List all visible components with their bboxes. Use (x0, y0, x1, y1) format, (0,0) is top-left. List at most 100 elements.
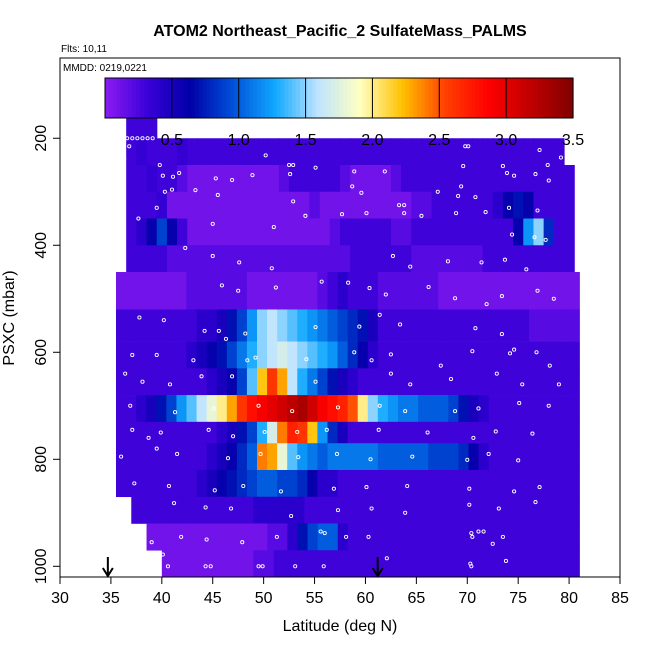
colorbar-swatch (276, 78, 282, 118)
heatmap-cell (421, 165, 433, 193)
heatmap-cell (166, 245, 178, 273)
colorbar-swatch (225, 78, 231, 118)
sample-point (208, 564, 213, 569)
heatmap-cell (226, 395, 238, 423)
sample-point (140, 379, 145, 384)
heatmap-cell (192, 496, 204, 524)
y-tick-label: 600 (33, 339, 50, 366)
colorbar-swatch (144, 78, 149, 118)
heatmap-cell (297, 421, 308, 444)
heatmap-cell (436, 550, 448, 577)
heatmap-cell (502, 138, 514, 166)
heatmap-cell (377, 421, 389, 444)
colorbar-swatch (108, 78, 114, 118)
heatmap-cell (538, 421, 550, 444)
heatmap-cell (488, 395, 500, 423)
sample-point (135, 136, 140, 141)
heatmap-cell (340, 245, 351, 273)
sample-point (154, 446, 159, 451)
colorbar-swatch (495, 78, 500, 118)
heatmap-cell (569, 523, 580, 551)
heatmap-cell (176, 272, 188, 310)
heatmap-cell (206, 523, 218, 551)
heatmap-cell (176, 523, 188, 551)
heatmap-cell (176, 469, 188, 498)
heatmap-cell (216, 272, 228, 310)
sample-point (546, 403, 551, 408)
heatmap-cell (421, 191, 433, 219)
heatmap-cell (216, 443, 228, 471)
x-tick-label: 45 (204, 590, 222, 607)
heatmap-cell (472, 191, 484, 219)
sample-point (313, 165, 318, 170)
colorbar-swatch (335, 78, 340, 118)
heatmap-cell (216, 395, 228, 423)
sample-point (324, 427, 329, 432)
heatmap-cell (448, 341, 460, 369)
sample-point (368, 457, 373, 462)
colorbar-swatch (358, 78, 363, 118)
sample-point (318, 529, 323, 534)
heatmap-cell (367, 395, 379, 423)
heatmap-cell (146, 245, 158, 273)
x-tick-label: 40 (153, 590, 171, 607)
heatmap-cell (126, 218, 137, 246)
sample-point (543, 237, 548, 242)
sample-point (293, 564, 298, 569)
heatmap-cell (528, 395, 540, 423)
heatmap-cell (258, 191, 270, 219)
heatmap-cell (488, 421, 500, 444)
sample-point (296, 455, 301, 460)
colorbar-swatch (229, 78, 235, 118)
heatmap-cell (207, 218, 219, 246)
heatmap-cell (268, 165, 280, 193)
heatmap-cell (156, 165, 168, 193)
heatmap-cell (458, 421, 470, 444)
heatmap-cell (549, 469, 560, 498)
heatmap-cell (458, 309, 470, 342)
heatmap-cell (238, 218, 249, 246)
heatmap-cell (233, 550, 244, 577)
heatmap-cell (498, 469, 510, 498)
heatmap-cell (268, 191, 280, 219)
heatmap-cell (502, 218, 514, 246)
heatmap-cell (278, 165, 290, 193)
colorbar-swatch (561, 78, 566, 118)
heatmap-cell (324, 496, 336, 524)
heatmap-cell (406, 550, 417, 577)
colorbar-swatch (249, 78, 254, 118)
heatmap-cell (523, 138, 535, 166)
heatmap-cell (350, 245, 361, 273)
colorbar-ticks: 0.5 1.0 1.5 2.0 2.5 3.0 3.5 (161, 78, 584, 149)
heatmap-cell (136, 218, 148, 246)
x-tick-label: 30 (51, 590, 69, 607)
heatmap-cell (569, 496, 580, 524)
heatmap-cell (472, 245, 484, 273)
colorbar-tick-label: 1.0 (228, 132, 250, 149)
heatmap-cell (441, 138, 453, 166)
sample-point (288, 172, 293, 177)
heatmap-cell (457, 496, 468, 524)
heatmap-cell (246, 443, 258, 471)
sample-point (547, 363, 552, 368)
sample-point (210, 253, 215, 259)
heatmap-cell (498, 272, 510, 310)
heatmap-cell (226, 272, 238, 310)
heatmap-cell (186, 395, 198, 423)
heatmap-cell (482, 245, 494, 273)
sample-point (170, 174, 176, 179)
heatmap-cell (482, 218, 494, 246)
heatmap-cell (217, 138, 229, 166)
heatmap-cell (116, 469, 127, 498)
heatmap-cell (207, 245, 219, 273)
heatmap-cell (197, 218, 209, 246)
sample-point (193, 188, 198, 193)
heatmap-cell (564, 165, 575, 193)
heatmap-cell (528, 341, 540, 369)
heatmap-cell (559, 309, 570, 342)
heatmap-cell (216, 523, 228, 551)
heatmap-cell (418, 443, 429, 471)
sample-point (352, 350, 357, 355)
colorbar (104, 77, 574, 119)
heatmap-cell (380, 245, 392, 273)
